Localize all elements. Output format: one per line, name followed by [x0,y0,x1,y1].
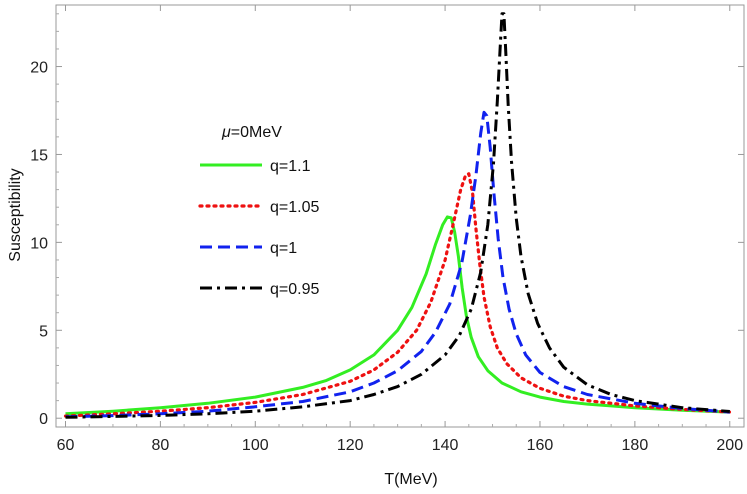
y-tick-label: 20 [30,60,48,77]
y-tick-label: 0 [39,411,48,428]
y-axis-label: Susceptibility [7,168,24,261]
series-line-q=1 [65,110,730,419]
legend-title-symbol: μ [221,124,231,141]
x-tick-label: 60 [57,437,75,454]
legend-label: q=0.95 [270,281,319,298]
x-axis-label: T(MeV) [384,471,437,488]
y-tick-label: 10 [30,235,48,252]
legend-label: q=1 [270,240,297,257]
axes: 60 80 100 120 140 160 180 200 0 5 10 15 20 [30,4,745,454]
x-tick-label: 120 [337,437,364,454]
x-tick-label: 160 [527,437,554,454]
legend: μ=0MeV q=1.1 q=1.05 q=1 q=0.95 [198,124,319,298]
y-tick-label: 15 [30,147,48,164]
legend-label: q=1.05 [270,199,319,216]
x-tick-label: 80 [151,437,169,454]
legend-label: q=1.1 [270,158,311,175]
legend-title: μ=0MeV [221,124,282,141]
x-tick-label: 180 [622,437,649,454]
plot-frame [55,4,745,428]
y-tick-label: 5 [39,323,48,340]
x-tick-label: 100 [242,437,269,454]
x-tick-label: 140 [432,437,459,454]
series-layer [63,12,732,419]
series-line-q=0.95 [65,12,730,419]
series-line-q=1.05 [63,172,732,418]
legend-title-text: =0MeV [231,124,282,141]
x-tick-label: 200 [716,437,743,454]
